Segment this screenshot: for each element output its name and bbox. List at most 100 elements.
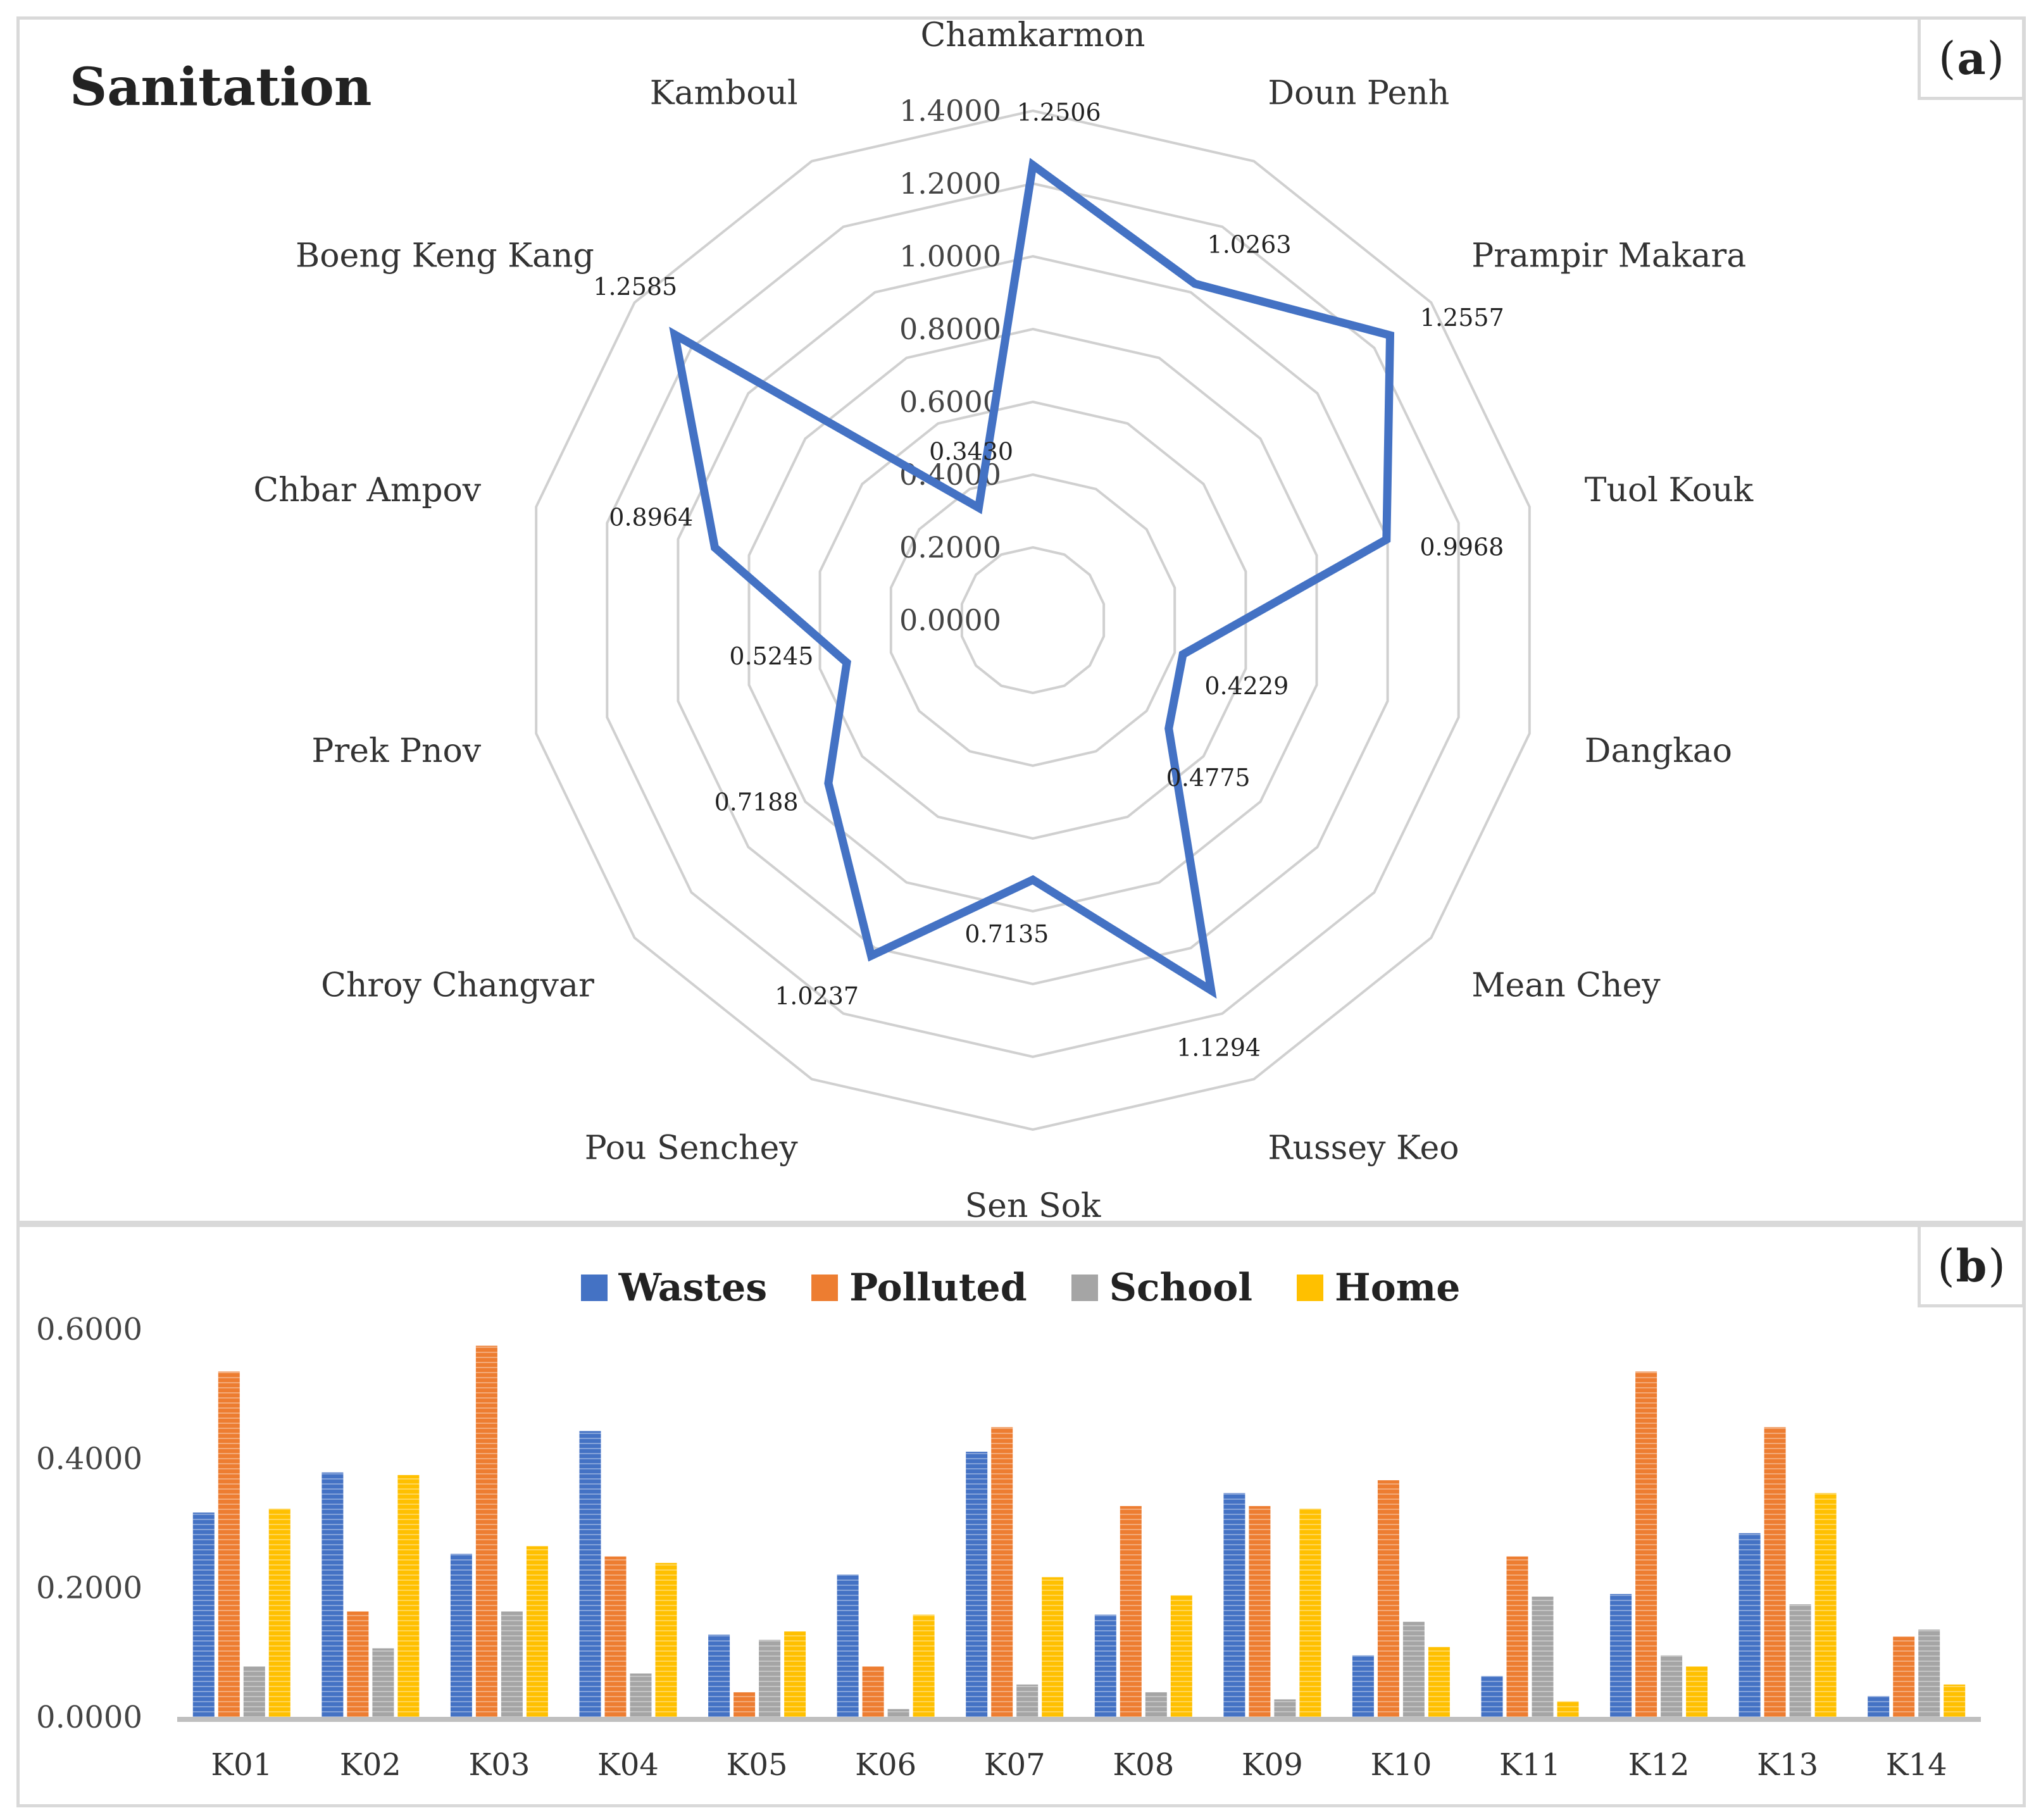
radar-category-label: Chroy Changvar [321, 967, 594, 1005]
bar-texture [1868, 1696, 1890, 1717]
bar-legend: Wastes Polluted School Home [0, 1262, 2041, 1313]
bar-texture [1145, 1692, 1167, 1717]
radar-tick-label: 0.6000 [899, 385, 1001, 419]
radar-series-line [669, 158, 1395, 999]
bar-texture [579, 1431, 601, 1717]
bar-texture [784, 1631, 806, 1717]
radar-category-label: Chamkarmon [920, 16, 1145, 54]
radar-category-label: Doun Penh [1268, 75, 1449, 113]
legend-item: Polluted [811, 1266, 1027, 1310]
bar-texture [1686, 1666, 1708, 1717]
radar-data-label: 1.0237 [775, 982, 859, 1010]
bar-texture [475, 1345, 497, 1717]
bar-texture [991, 1427, 1013, 1717]
radar-category-label: Dangkao [1585, 732, 1732, 770]
bar-texture [733, 1692, 756, 1717]
radar-grid-ring [960, 545, 1106, 695]
panel-a-label: (a) [1918, 16, 2025, 100]
radar-title: Sanitation [70, 57, 372, 118]
radar-grid-ring [818, 400, 1247, 840]
bar-texture [347, 1611, 369, 1717]
bar-texture [887, 1709, 909, 1717]
radar-data-label: 1.0263 [1208, 231, 1292, 259]
bar-texture [1557, 1701, 1579, 1717]
x-tick-label: K06 [855, 1747, 916, 1783]
radar-data-label: 1.1294 [1177, 1034, 1261, 1062]
radar-category-label: Kamboul [650, 75, 798, 113]
bar-texture [372, 1648, 394, 1717]
x-tick-label: K10 [1370, 1747, 1432, 1783]
radar-data-label: 1.2506 [1017, 98, 1101, 126]
bar-texture [1094, 1614, 1116, 1717]
bar-texture [966, 1452, 988, 1717]
bar-texture [1042, 1577, 1064, 1717]
radar-category-label: Boeng Keng Kang [296, 237, 594, 275]
radar-grid-ring [889, 473, 1177, 768]
radar-data-label: 0.3430 [929, 438, 1013, 466]
bar-texture [1506, 1556, 1528, 1717]
legend-label: School [1109, 1266, 1253, 1310]
legend-swatch [1297, 1275, 1324, 1301]
bar-texture [1481, 1676, 1503, 1717]
bar-texture [630, 1673, 652, 1717]
radar-data-label: 0.4229 [1204, 672, 1289, 700]
radar-data-label: 0.8964 [609, 503, 693, 531]
bar-texture [1789, 1604, 1811, 1717]
bar-texture [1944, 1684, 1966, 1717]
bar-texture [243, 1666, 265, 1717]
radar-category-label: Pou Senchey [585, 1129, 798, 1167]
radar-category-label: Sen Sok [965, 1187, 1101, 1225]
radar-category-label: Russey Keo [1268, 1129, 1459, 1167]
radar-category-label: Mean Chey [1471, 967, 1661, 1005]
bar-texture [1814, 1493, 1837, 1717]
panel-b-letter: b [1956, 1239, 1987, 1292]
x-tick-label: K08 [1113, 1747, 1174, 1783]
radar-category-label: Prek Pnov [311, 732, 481, 770]
legend-item: School [1071, 1266, 1252, 1310]
legend-label: Polluted [849, 1266, 1027, 1310]
bar-texture [862, 1666, 884, 1717]
panel-a-letter: a [1957, 32, 1986, 85]
bar-texture [1120, 1505, 1142, 1717]
x-tick-label: K12 [1628, 1747, 1690, 1783]
legend-label: Wastes [618, 1266, 768, 1310]
legend-swatch [580, 1275, 608, 1301]
x-tick-label: K07 [984, 1747, 1045, 1783]
bar-texture [1428, 1647, 1450, 1717]
legend-label: Home [1335, 1266, 1461, 1310]
bar-texture [1532, 1597, 1554, 1717]
legend-item: Wastes [580, 1266, 768, 1310]
x-tick-label: K11 [1499, 1747, 1561, 1783]
bar-texture [1635, 1371, 1657, 1717]
legend-swatch [811, 1275, 839, 1301]
bar-texture [604, 1556, 627, 1717]
radar-category-label: Prampir Makara [1471, 237, 1746, 275]
x-tick-label: K01 [211, 1747, 272, 1783]
bar-texture [321, 1472, 344, 1717]
bar-texture [1610, 1593, 1632, 1717]
bar-texture [526, 1546, 548, 1717]
radar-data-label: 0.5245 [729, 642, 813, 670]
bar-texture [192, 1512, 215, 1717]
radar-tick-label: 0.8000 [899, 312, 1001, 346]
bar-texture [268, 1509, 290, 1717]
radar-data-label: 1.2585 [593, 273, 677, 301]
legend-item: Home [1297, 1266, 1460, 1310]
bar-texture [1223, 1493, 1245, 1717]
radar-tick-label: 1.2000 [899, 166, 1001, 201]
radar-tick-label: 1.0000 [899, 239, 1001, 273]
bar-texture [759, 1640, 781, 1717]
bar-texture [1249, 1505, 1271, 1717]
bar-texture [1299, 1509, 1321, 1717]
radar-category-label: Tuol Kouk [1585, 471, 1754, 509]
x-tick-label: K09 [1242, 1747, 1303, 1783]
bar-texture [218, 1371, 240, 1717]
x-tick-label: K03 [468, 1747, 530, 1783]
y-tick-label: 0.2000 [36, 1571, 142, 1606]
x-tick-label: K04 [597, 1747, 659, 1783]
radar-data-label: 0.7135 [964, 920, 1049, 948]
radar-tick-label: 1.4000 [899, 94, 1001, 128]
bar-texture [1016, 1684, 1039, 1717]
radar-data-label: 1.2557 [1420, 304, 1504, 332]
